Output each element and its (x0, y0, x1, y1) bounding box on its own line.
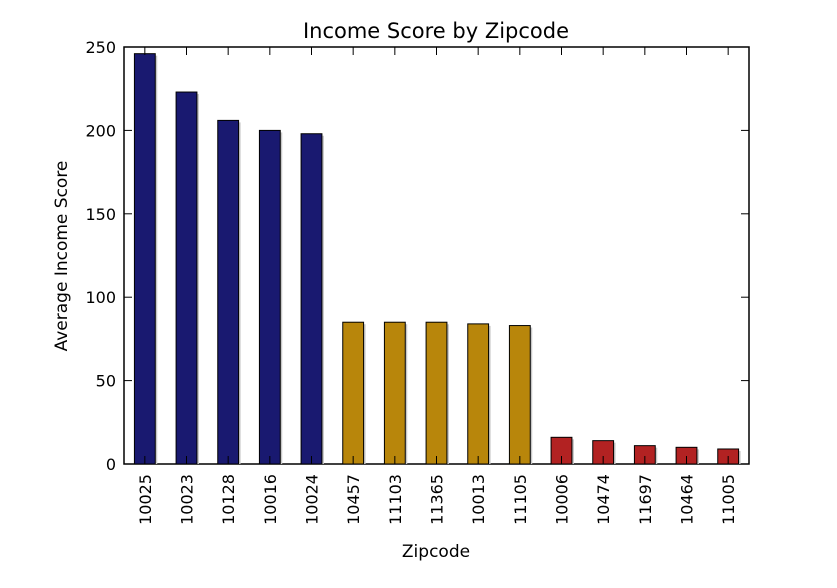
x-axis-label: Zipcode (402, 542, 470, 562)
x-tick-label-10016: 10016 (261, 474, 280, 525)
x-tick-label-10464: 10464 (678, 474, 697, 525)
bar-11105 (508, 325, 531, 465)
bar-11103 (383, 321, 406, 465)
x-tick-label-10474: 10474 (594, 474, 613, 525)
bar-11365 (425, 321, 448, 465)
x-tick-label-11103: 11103 (386, 474, 405, 525)
y-axis-label: Average Income Score (52, 161, 72, 352)
y-tick-label-0: 0 (106, 455, 116, 474)
x-tick-label-10128: 10128 (219, 474, 238, 525)
x-tick-label-10006: 10006 (553, 474, 572, 525)
bar-10016 (258, 129, 281, 465)
y-tick-label-150: 150 (85, 205, 116, 224)
bar-10013 (467, 323, 490, 465)
y-tick-label-250: 250 (85, 38, 116, 57)
x-tick-label-10013: 10013 (469, 474, 488, 525)
y-ticks-layer: 0 50 100 150 200 250 (85, 38, 749, 474)
y-tick-label-200: 200 (85, 121, 116, 140)
y-tick-label-100: 100 (85, 288, 116, 307)
x-tick-label-11365: 11365 (428, 474, 447, 525)
x-ticks-layer: 10025 10023 10128 10016 10024 10457 11103 11365… (136, 47, 738, 525)
bar-10128 (217, 119, 240, 465)
x-tick-label-10457: 10457 (344, 474, 363, 525)
bar-10457 (342, 321, 365, 465)
chart-title: Income Score by Zipcode (303, 19, 569, 43)
x-tick-label-10023: 10023 (178, 474, 197, 525)
y-tick-label-50: 50 (96, 372, 116, 391)
x-tick-label-10024: 10024 (303, 474, 322, 525)
x-tick-label-11697: 11697 (636, 474, 655, 525)
x-tick-label-10025: 10025 (136, 474, 155, 525)
x-tick-label-11105: 11105 (511, 474, 530, 525)
bar-10024 (300, 133, 323, 465)
bar-10023 (175, 91, 198, 465)
x-tick-label-11005: 11005 (719, 474, 738, 525)
bar-10025 (133, 53, 156, 465)
